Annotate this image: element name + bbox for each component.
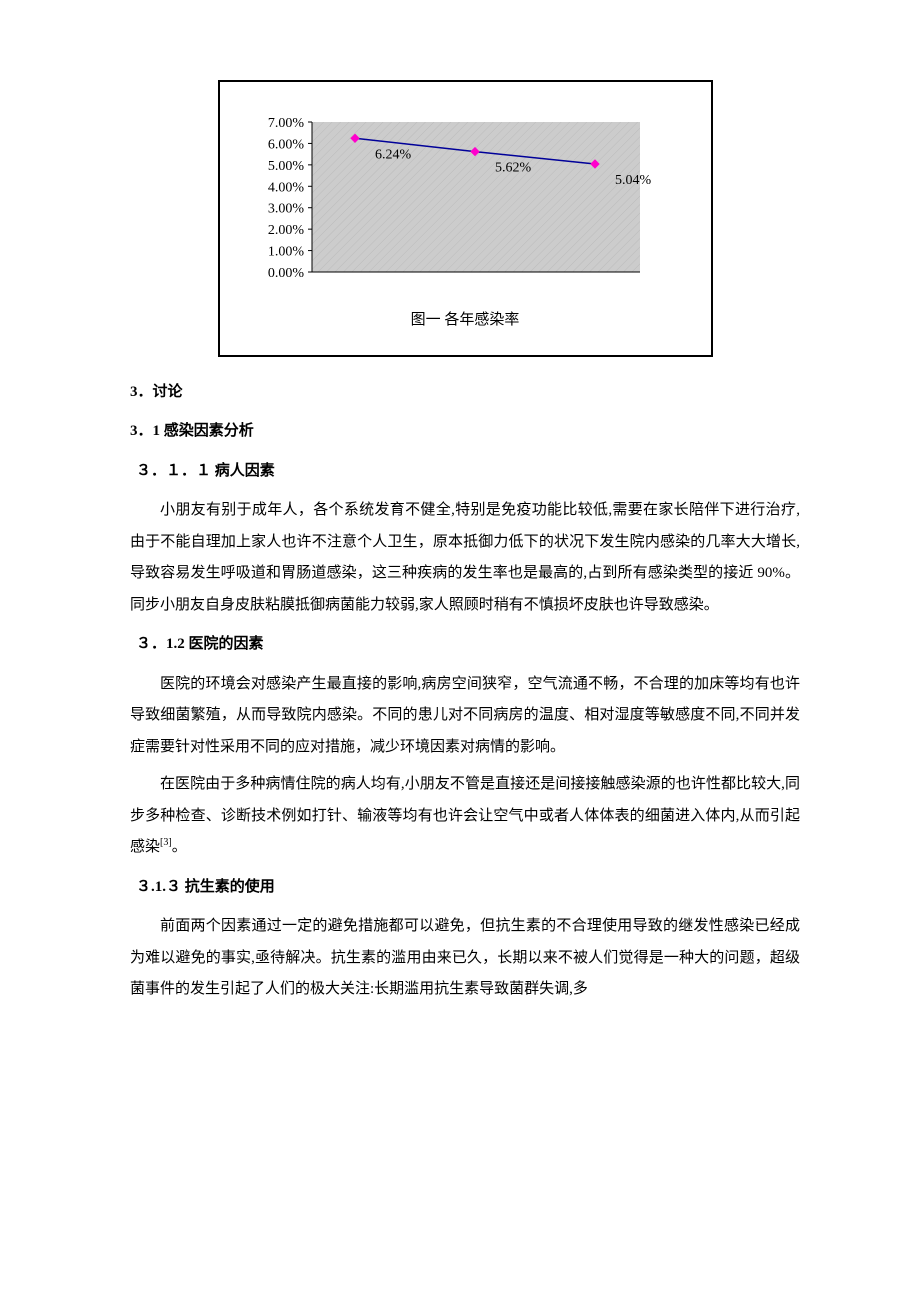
svg-text:2.00%: 2.00% bbox=[267, 223, 304, 238]
heading-3-1-1: ３．１．１ 病人因素 bbox=[136, 456, 800, 488]
infection-rate-chart: 0.00% 1.00% 2.00% 3.00% 4.00% 5.00% 6.00% 7.00%… bbox=[240, 112, 685, 297]
chart-caption: 图一 各年感染率 bbox=[240, 305, 691, 337]
heading-3-1-3: ３.1.３ 抗生素的使用 bbox=[136, 872, 800, 904]
chart-container: 0.00% 1.00% 2.00% 3.00% 4.00% 5.00% 6.00% 7.00%… bbox=[218, 80, 713, 357]
svg-text:0.00%: 0.00% bbox=[267, 266, 304, 281]
heading-3-1: 3．1 感染因素分析 bbox=[130, 416, 800, 448]
citation-3: [3] bbox=[160, 837, 172, 848]
p3-text-a: 在医院由于多种病情住院的病人均有,小朋友不管是直接还是间接接触感染源的也许性都比… bbox=[130, 776, 800, 855]
paragraph-antibiotic: 前面两个因素通过一定的避免措施都可以避免，但抗生素的不合理使用导致的继发性感染已… bbox=[130, 911, 800, 1006]
svg-text:4.00%: 4.00% bbox=[267, 180, 304, 195]
svg-text:5.04%: 5.04% bbox=[615, 173, 652, 188]
svg-text:3.00%: 3.00% bbox=[267, 202, 304, 217]
svg-text:5.00%: 5.00% bbox=[267, 159, 304, 174]
paragraph-patient-factor: 小朋友有别于成年人，各个系统发育不健全,特别是免疫功能比较低,需要在家长陪伴下进… bbox=[130, 495, 800, 621]
svg-text:7.00%: 7.00% bbox=[267, 116, 304, 131]
heading-3: 3．讨论 bbox=[130, 377, 800, 409]
svg-text:5.62%: 5.62% bbox=[495, 161, 532, 176]
p3-text-c: 。 bbox=[172, 839, 187, 855]
paragraph-hospital-factor-2: 在医院由于多种病情住院的病人均有,小朋友不管是直接还是间接接触感染源的也许性都比… bbox=[130, 769, 800, 864]
heading-3-1-2: ３．1.2 医院的因素 bbox=[136, 629, 800, 661]
svg-text:6.24%: 6.24% bbox=[375, 147, 412, 162]
svg-text:6.00%: 6.00% bbox=[267, 137, 304, 152]
svg-text:1.00%: 1.00% bbox=[267, 245, 304, 260]
paragraph-hospital-factor-1: 医院的环境会对感染产生最直接的影响,病房空间狭窄，空气流通不畅，不合理的加床等均… bbox=[130, 669, 800, 764]
